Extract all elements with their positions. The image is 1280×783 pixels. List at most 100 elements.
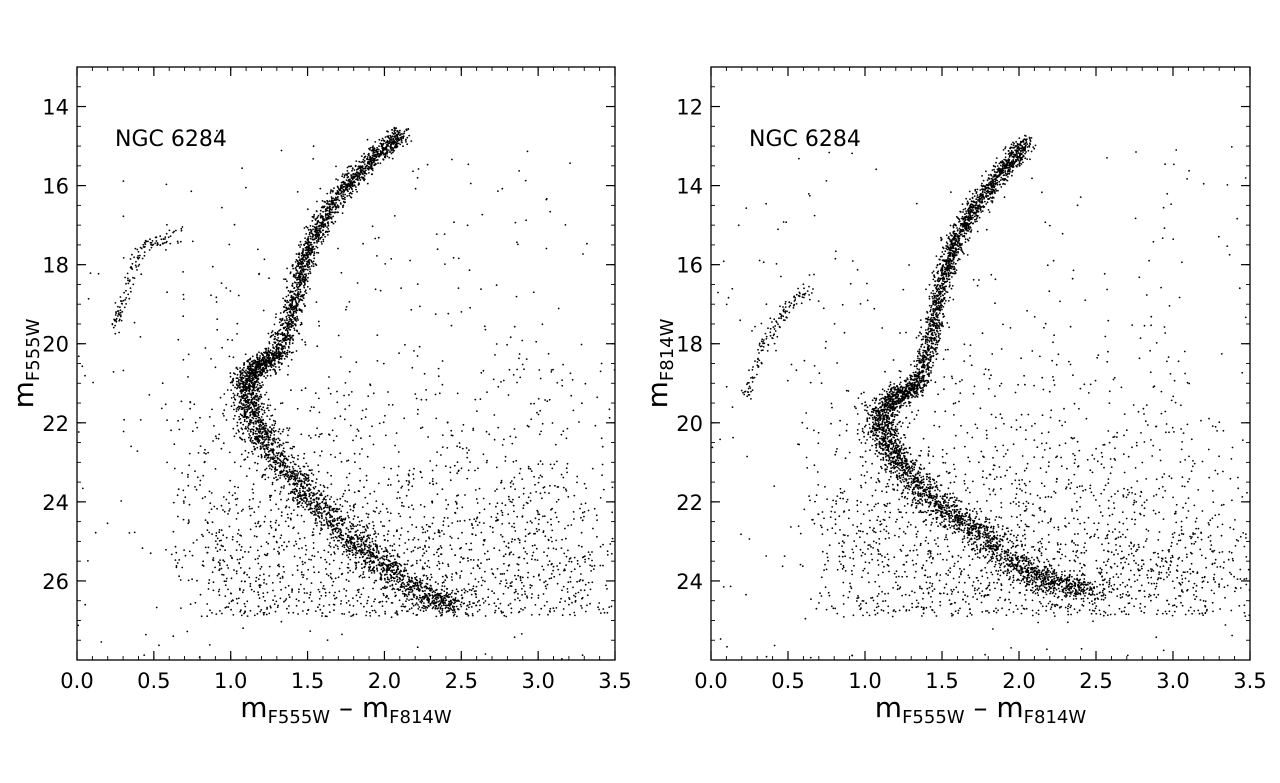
data-point (251, 390, 254, 392)
data-point (347, 515, 349, 517)
data-point (368, 152, 370, 155)
data-point (313, 215, 315, 218)
data-point (325, 502, 327, 505)
data-point (358, 160, 361, 163)
data-point (293, 327, 295, 330)
data-point (478, 608, 481, 611)
data-point (294, 469, 297, 472)
data-point (316, 508, 319, 511)
data-point (257, 435, 260, 438)
data-point (246, 426, 249, 428)
data-point (416, 413, 419, 415)
data-point (236, 373, 239, 376)
data-point (423, 592, 426, 595)
data-point (341, 175, 344, 178)
data-point (235, 383, 238, 386)
data-point (246, 410, 248, 413)
data-point (419, 559, 422, 562)
data-point (336, 545, 339, 548)
data-point (230, 397, 233, 399)
data-point (291, 447, 293, 450)
data-point (280, 470, 283, 472)
data-point (258, 395, 261, 398)
data-point (373, 157, 375, 160)
data-point (422, 610, 425, 613)
data-point (384, 434, 387, 437)
data-point (387, 567, 389, 570)
data-point (568, 560, 570, 563)
data-point (165, 249, 167, 251)
data-point (602, 543, 604, 546)
data-point (508, 368, 511, 371)
data-point (239, 422, 242, 424)
data-point (264, 372, 267, 374)
data-point (267, 365, 270, 368)
data-point (460, 546, 462, 549)
data-point (395, 583, 397, 585)
data-point (293, 305, 295, 308)
data-point (291, 342, 294, 345)
data-point (317, 489, 320, 492)
data-point (290, 324, 293, 326)
data-point (303, 472, 306, 475)
data-point (284, 329, 287, 332)
data-point (131, 253, 133, 256)
data-point (348, 549, 351, 552)
data-point (406, 595, 409, 598)
data-point (250, 588, 253, 591)
data-point (255, 386, 258, 388)
data-point (254, 361, 257, 363)
data-point (392, 566, 394, 568)
data-point (182, 489, 185, 492)
data-point (259, 387, 262, 389)
data-point (336, 519, 339, 521)
data-point (338, 516, 341, 518)
data-point (383, 585, 386, 588)
data-point (407, 489, 410, 491)
data-point (275, 348, 278, 351)
data-point (334, 535, 337, 538)
data-point (408, 591, 410, 593)
data-point (380, 548, 383, 550)
data-point (343, 176, 345, 179)
data-point (362, 161, 365, 164)
data-point (344, 196, 346, 199)
data-point (391, 588, 394, 591)
data-point (364, 547, 366, 550)
data-point (286, 349, 289, 352)
data-point (334, 503, 337, 506)
data-point (436, 607, 439, 610)
data-point (330, 199, 333, 202)
data-point (139, 246, 142, 249)
data-point (531, 554, 534, 557)
data-point (353, 184, 356, 187)
data-point (267, 398, 270, 401)
data-point (293, 293, 295, 295)
data-point (360, 544, 363, 547)
data-point (261, 408, 263, 411)
data-point (412, 582, 415, 585)
data-point (382, 550, 385, 553)
data-point (326, 213, 329, 216)
data-point (322, 229, 324, 232)
data-point (599, 564, 602, 567)
scatter-points (77, 126, 616, 660)
data-point (411, 598, 414, 601)
data-point (236, 558, 239, 561)
data-point (349, 604, 351, 606)
data-point (352, 605, 355, 607)
data-point (289, 299, 291, 302)
data-point (421, 567, 424, 570)
data-point (240, 377, 243, 380)
data-point (290, 454, 293, 456)
data-point (169, 235, 172, 238)
data-point (453, 221, 455, 224)
data-point (461, 589, 463, 592)
data-point (159, 235, 162, 238)
data-point (416, 588, 419, 591)
data-point (181, 472, 184, 474)
data-point (266, 432, 269, 435)
data-point (330, 217, 333, 220)
data-point (390, 149, 392, 151)
data-point (228, 510, 231, 512)
